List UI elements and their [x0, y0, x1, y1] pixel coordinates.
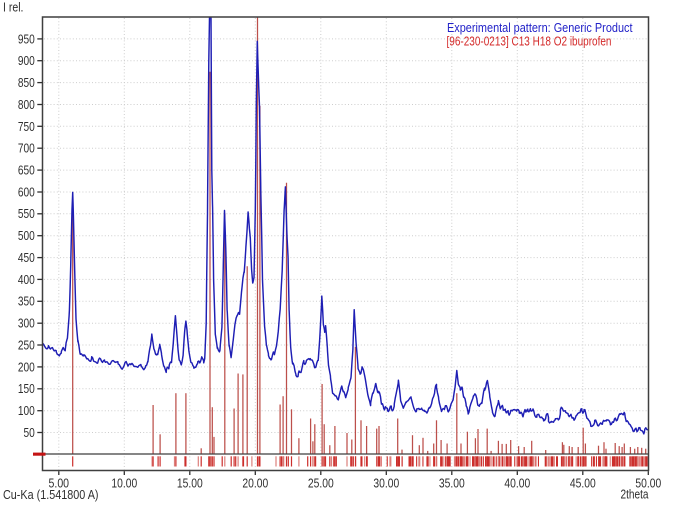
svg-text:10.00: 10.00 [111, 476, 137, 491]
svg-text:[96-230-0213] C13 H18 O2 ibupr: [96-230-0213] C13 H18 O2 ibuprofen [447, 33, 612, 48]
svg-text:750: 750 [18, 119, 35, 134]
svg-text:15.00: 15.00 [177, 476, 203, 491]
svg-text:30.00: 30.00 [373, 476, 399, 491]
svg-text:450: 450 [18, 250, 35, 265]
svg-text:25.00: 25.00 [308, 476, 334, 491]
svg-text:950: 950 [18, 31, 35, 46]
svg-text:500: 500 [18, 228, 35, 243]
svg-text:400: 400 [18, 272, 35, 287]
svg-text:150: 150 [18, 381, 35, 396]
svg-text:250: 250 [18, 337, 35, 352]
svg-text:900: 900 [18, 53, 35, 68]
svg-text:5.00: 5.00 [49, 476, 70, 491]
svg-text:2theta: 2theta [621, 487, 650, 502]
svg-text:100: 100 [18, 403, 35, 418]
svg-text:50: 50 [24, 425, 35, 440]
svg-text:Cu-Ka (1.541800 A): Cu-Ka (1.541800 A) [3, 487, 99, 502]
svg-text:850: 850 [18, 75, 35, 90]
svg-text:35.00: 35.00 [439, 476, 465, 491]
svg-text:40.00: 40.00 [504, 476, 530, 491]
svg-text:650: 650 [18, 162, 35, 177]
svg-text:600: 600 [18, 184, 35, 199]
svg-text:200: 200 [18, 359, 35, 374]
svg-text:I rel.: I rel. [3, 0, 24, 15]
svg-text:20.00: 20.00 [242, 476, 268, 491]
svg-text:700: 700 [18, 141, 35, 156]
svg-text:45.00: 45.00 [570, 476, 596, 491]
svg-text:350: 350 [18, 294, 35, 309]
svg-text:50.00: 50.00 [635, 476, 661, 491]
svg-text:800: 800 [18, 97, 35, 112]
svg-text:300: 300 [18, 316, 35, 331]
svg-text:Experimental pattern: Generic: Experimental pattern: Generic Product [447, 20, 633, 35]
svg-text:550: 550 [18, 206, 35, 221]
